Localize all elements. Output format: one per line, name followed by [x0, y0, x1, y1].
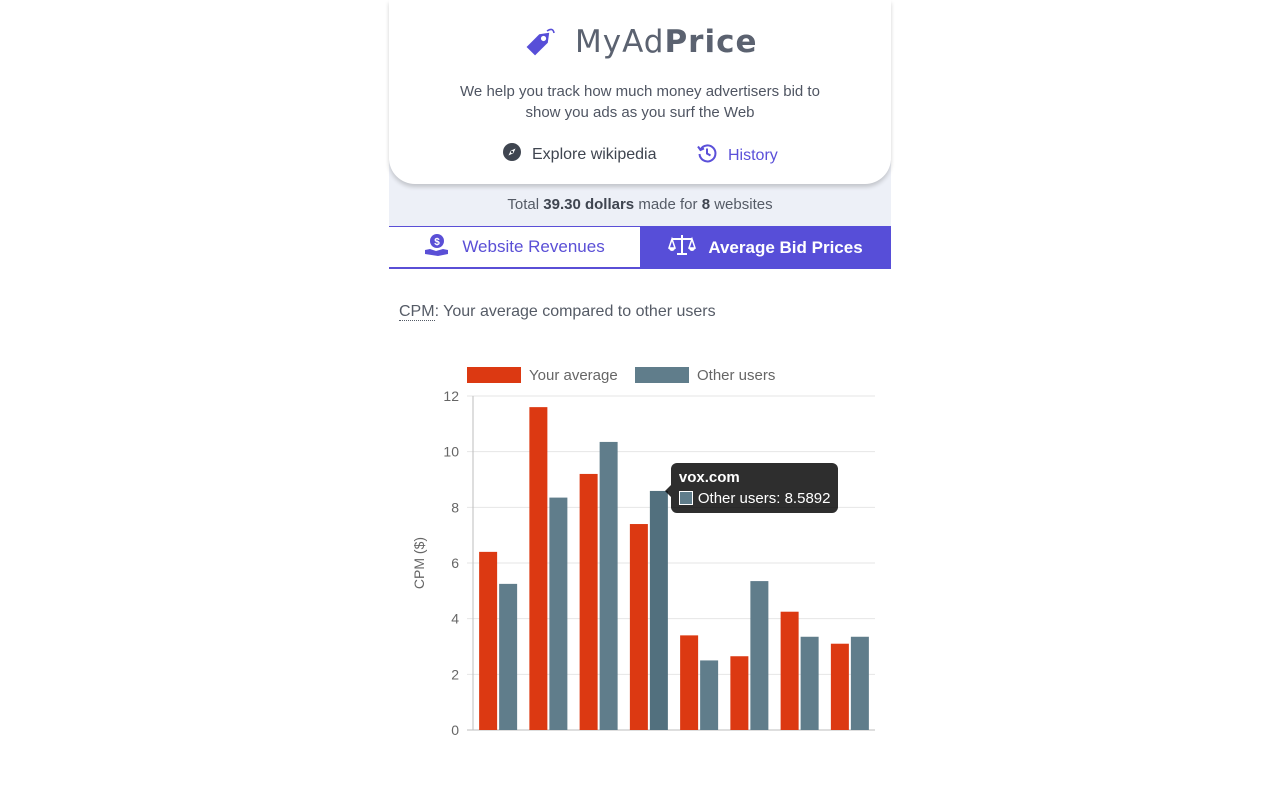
bar-other-users	[649, 490, 668, 730]
summary-count: 8	[701, 196, 711, 213]
legend-label: Other users	[697, 367, 775, 384]
bar-other-users	[700, 660, 719, 730]
explore-label: Explore wikipedia	[532, 145, 657, 163]
bar-your-average	[780, 611, 799, 730]
money-hand-icon: $	[424, 233, 450, 262]
tab-average-bid-prices[interactable]: Average Bid Prices	[640, 226, 891, 269]
summary-middle: made for	[638, 196, 698, 213]
bar-other-users	[800, 636, 819, 730]
section-title-rest: : Your average compared to other users	[434, 303, 716, 320]
bar-your-average	[529, 407, 548, 730]
legend-swatch	[635, 367, 689, 383]
bar-your-average	[680, 635, 699, 730]
explore-wikipedia-link[interactable]: Explore wikipedia	[502, 142, 657, 167]
tagline-line-2: show you ads as you surf the Web	[525, 104, 755, 121]
y-tick-label: 0	[451, 722, 459, 738]
tooltip-value: 8.5892	[784, 489, 831, 507]
history-icon	[696, 142, 718, 169]
summary-suffix: websites	[714, 196, 773, 213]
bar-other-users	[549, 497, 568, 730]
bar-your-average	[629, 524, 648, 730]
summary-prefix: Total	[507, 196, 540, 213]
total-summary: Total 39.30 dollars made for 8 websites	[389, 196, 891, 213]
history-link[interactable]: History	[696, 142, 778, 169]
cpm-abbreviation[interactable]: CPM	[399, 303, 435, 321]
chart-tooltip: vox.com Other users: 8.5892	[664, 462, 839, 513]
popup-panel: MyAdPrice We help you track how much mon…	[389, 0, 891, 800]
y-tick-label: 2	[451, 666, 459, 682]
history-label: History	[728, 146, 778, 164]
tab-website-revenues-label: Website Revenues	[462, 237, 605, 256]
tab-average-bid-prices-label: Average Bid Prices	[708, 237, 863, 257]
legend-label: Your average	[529, 367, 618, 384]
tooltip-separator: :	[776, 489, 785, 507]
tagline-line-1: We help you track how much money adverti…	[460, 83, 820, 100]
y-tick-label: 4	[451, 611, 459, 627]
tab-website-revenues[interactable]: $ Website Revenues	[389, 226, 640, 269]
price-tag-icon	[523, 25, 557, 59]
svg-text:$: $	[435, 237, 441, 248]
bar-other-users	[750, 581, 769, 730]
tab-bar: $ Website Revenues Average Bid Prices	[389, 226, 891, 269]
tooltip-title: vox.com	[678, 468, 740, 486]
y-tick-label: 10	[443, 444, 459, 460]
chart-section-title: CPM: Your average compared to other user…	[399, 303, 716, 321]
bar-other-users	[599, 441, 618, 730]
tagline: We help you track how much money adverti…	[429, 81, 851, 123]
legend-swatch	[467, 367, 521, 383]
y-tick-label: 12	[443, 388, 459, 404]
tooltip-swatch	[678, 491, 693, 506]
summary-amount: 39.30 dollars	[543, 196, 635, 213]
bar-your-average	[830, 643, 849, 730]
header: MyAdPrice We help you track how much mon…	[389, 0, 891, 184]
balance-scale-icon	[668, 233, 697, 262]
tooltip-series: Other users	[697, 489, 777, 507]
logo: MyAdPrice	[523, 20, 757, 64]
tooltip-body: Other users: 8.5892	[678, 489, 831, 507]
cpm-bar-chart: 0 2 4 6 8 10 12 CPM ($) Your average Other users …	[399, 355, 891, 755]
bar-your-average	[730, 656, 749, 730]
y-tick-label: 8	[451, 499, 459, 515]
chart-svg: 0 2 4 6 8 10 12 CPM ($) Your average Other users	[411, 367, 875, 738]
bar-your-average	[479, 551, 498, 730]
bar-other-users	[850, 636, 869, 730]
bar-your-average	[579, 473, 598, 730]
bar-other-users	[499, 583, 518, 730]
compass-icon	[502, 142, 522, 167]
y-tick-label: 6	[451, 555, 459, 571]
logo-text: MyAdPrice	[575, 24, 758, 60]
header-actions: Explore wikipedia History	[389, 142, 891, 168]
y-axis-label: CPM ($)	[411, 537, 427, 589]
